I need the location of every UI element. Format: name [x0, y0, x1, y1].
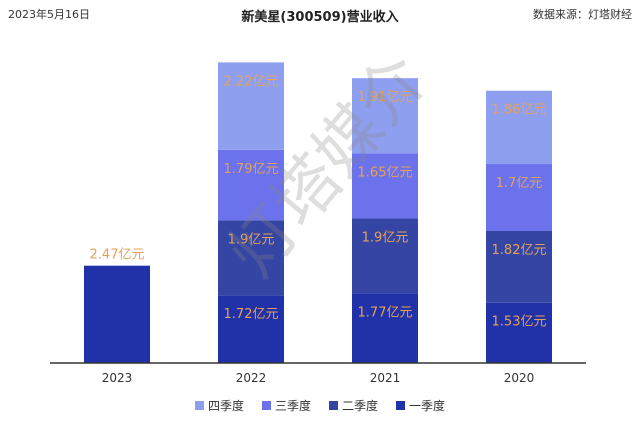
data-label-2022-q2: 1.9亿元	[228, 232, 275, 247]
bar-2020-q2[interactable]	[486, 231, 552, 303]
legend-swatch-q1	[396, 401, 406, 410]
chart-title: 新美星(300509)营业收入	[241, 10, 399, 25]
data-label-2020-q3: 1.7亿元	[496, 176, 543, 191]
labels-layer: 2.47亿元 1.72亿元 1.9亿元 1.79亿元 2.22亿元 1.77亿元 1.9亿元…	[90, 74, 547, 329]
bars-layer	[84, 62, 552, 363]
legend: 四季度 三季度 二季度 一季度	[0, 397, 640, 414]
bar-2021-q3[interactable]	[352, 153, 418, 219]
x-axis-ticks: 2023 2022 2021 2020	[102, 371, 535, 385]
legend-label-q2: 二季度	[342, 399, 379, 413]
data-label-2021-q1: 1.77亿元	[358, 305, 413, 320]
x-tick-label-2022: 2022	[236, 371, 267, 385]
legend-label-q3: 三季度	[274, 399, 311, 413]
legend-label-q4: 四季度	[207, 399, 244, 413]
x-tick-label-2020: 2020	[504, 371, 535, 385]
bar-2021-q1[interactable]	[352, 293, 418, 363]
bar-2022-q1[interactable]	[218, 295, 284, 363]
legend-item-q4[interactable]: 四季度	[194, 397, 244, 414]
data-label-2021-q4: 1.91亿元	[358, 90, 413, 105]
bar-2020-q3[interactable]	[486, 164, 552, 232]
date-label: 2023年5月16日	[8, 8, 90, 21]
bar-2022-q3[interactable]	[218, 149, 284, 221]
data-label-2023-q1: 2.47亿元	[90, 248, 145, 263]
x-tick-label-2023: 2023	[102, 371, 133, 385]
data-label-2022-q3: 1.79亿元	[224, 162, 279, 177]
data-label-2022-q1: 1.72亿元	[224, 307, 279, 322]
data-label-2020-q1: 1.53亿元	[492, 315, 547, 330]
bar-2022-q2[interactable]	[218, 220, 284, 296]
bar-2020-q4[interactable]	[486, 90, 552, 165]
legend-swatch-q3	[261, 401, 271, 410]
legend-item-q1[interactable]: 一季度	[396, 397, 445, 414]
data-label-2021-q3: 1.65亿元	[358, 165, 413, 180]
legend-swatch-q2	[329, 401, 338, 410]
bar-2022-q4[interactable]	[218, 62, 284, 150]
legend-item-q3[interactable]: 三季度	[261, 397, 311, 414]
bar-2021-q4[interactable]	[352, 78, 418, 154]
legend-label-q1: 一季度	[409, 399, 446, 413]
bar-2021-q2[interactable]	[352, 218, 418, 294]
data-label-2021-q2: 1.9亿元	[362, 230, 409, 245]
data-label-2020-q2: 1.82亿元	[492, 243, 547, 258]
data-source-label: 数据来源：灯塔财经	[533, 8, 632, 21]
bar-2023-q1[interactable]	[84, 265, 150, 363]
bar-2020-q1[interactable]	[486, 302, 552, 363]
legend-swatch-q4	[194, 401, 204, 410]
data-label-2022-q4: 2.22亿元	[224, 74, 279, 89]
x-tick-label-2021: 2021	[370, 371, 401, 385]
data-label-2020-q4: 1.86亿元	[492, 103, 547, 118]
legend-item-q2[interactable]: 二季度	[329, 397, 378, 414]
